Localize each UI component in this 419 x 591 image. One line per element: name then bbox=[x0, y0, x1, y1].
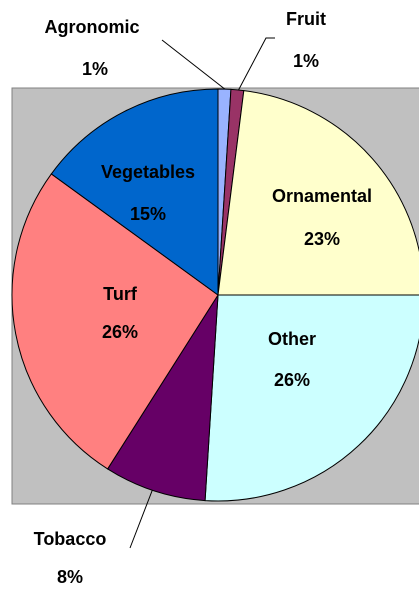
pie-slice bbox=[217, 90, 419, 296]
slice-label: Tobacco bbox=[34, 529, 107, 549]
value-label: 26% bbox=[102, 322, 138, 342]
slice-label: Agronomic bbox=[44, 17, 139, 37]
leader-line bbox=[237, 37, 275, 92]
pie-slice bbox=[50, 88, 219, 296]
pie-slice bbox=[204, 294, 419, 502]
slice-label: Turf bbox=[103, 284, 138, 304]
value-label: 15% bbox=[130, 204, 166, 224]
pie-slice bbox=[106, 294, 219, 502]
pie-slice bbox=[11, 173, 219, 470]
slice-label: Ornamental bbox=[272, 186, 372, 206]
slice-label: Fruit bbox=[286, 9, 326, 29]
leader-line bbox=[161, 39, 227, 91]
value-label: 1% bbox=[293, 51, 319, 71]
value-label: 1% bbox=[82, 59, 108, 79]
value-label: 23% bbox=[304, 229, 340, 249]
slice-label: Other bbox=[268, 329, 316, 349]
slice-label: Vegetables bbox=[101, 162, 195, 182]
value-label: 26% bbox=[274, 370, 310, 390]
value-label: 8% bbox=[57, 567, 83, 587]
